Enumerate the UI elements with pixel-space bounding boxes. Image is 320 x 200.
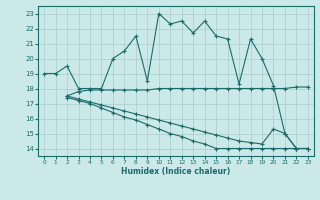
X-axis label: Humidex (Indice chaleur): Humidex (Indice chaleur) — [121, 167, 231, 176]
